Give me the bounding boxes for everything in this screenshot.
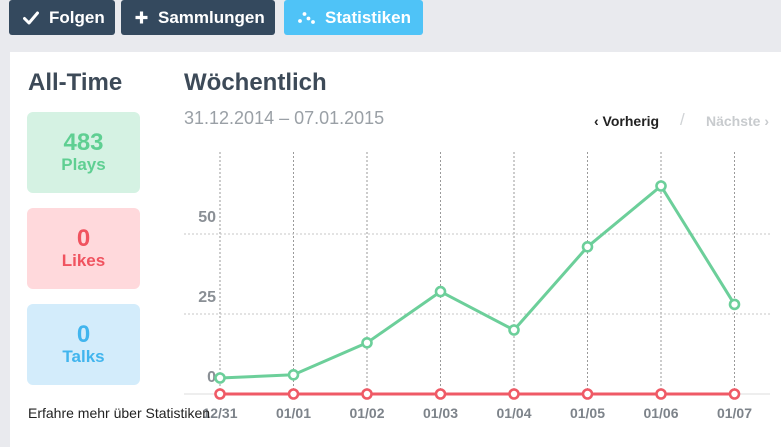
x-tick-label: 12/31 [202,405,237,421]
data-point [581,388,594,400]
stats-icon [298,11,315,24]
data-point [655,180,667,192]
likes-label: Likes [61,251,106,271]
data-point [434,388,447,400]
series-line [219,184,736,380]
follow-button[interactable]: Folgen [9,0,115,35]
data-point [434,285,447,298]
data-point [508,388,520,400]
data-point [214,372,226,384]
y-tick-label: 25 [198,289,216,306]
plays-count: 483 [63,128,104,156]
collections-label: Sammlungen [158,7,265,27]
plus-icon [135,11,148,24]
data-point [287,368,300,381]
x-tick-label: 01/04 [496,405,531,421]
likes-count: 0 [76,224,91,252]
x-tick-label: 01/07 [717,405,752,421]
statistics-label: Statistiken [325,7,411,27]
x-tick-label: 01/01 [276,405,311,421]
weekly-title: Wöchentlich [184,69,327,96]
date-range: 31.12.2014 – 07.01.2015 [184,108,385,128]
nav-separator: / [680,110,685,129]
x-tick-label: 01/06 [643,405,678,421]
alltime-title: All-Time [28,69,123,96]
y-tick-label: 50 [198,209,216,226]
talks-label: Talks [62,347,105,367]
x-tick-label: 01/03 [423,405,458,421]
check-icon [23,11,39,25]
data-point [728,388,741,400]
data-point [287,388,300,400]
next-link: Nächste › [706,113,770,129]
x-tick-label: 01/05 [570,405,605,421]
plays-card: 483 Plays [27,112,140,193]
previous-link[interactable]: ‹ Vorherig [594,113,660,129]
follow-label: Folgen [49,7,105,27]
data-point [214,388,226,400]
y-tick-label: 0 [207,369,216,386]
talks-count: 0 [76,320,91,348]
likes-card: 0 Likes [27,208,140,289]
data-point [581,241,594,253]
talks-card: 0 Talks [27,304,140,385]
toolbar: Folgen Sammlungen Statistiken [0,0,781,52]
plays-label: Plays [61,155,106,175]
collections-button[interactable]: Sammlungen [121,0,275,35]
data-point [508,324,520,336]
data-point [361,336,373,349]
statistics-button[interactable]: Statistiken [284,0,423,35]
data-point [655,388,667,400]
x-tick-label: 01/02 [349,405,384,421]
learn-more-link[interactable]: Erfahre mehr über Statistiken [28,405,211,421]
data-point [361,388,373,400]
data-point [728,298,741,311]
